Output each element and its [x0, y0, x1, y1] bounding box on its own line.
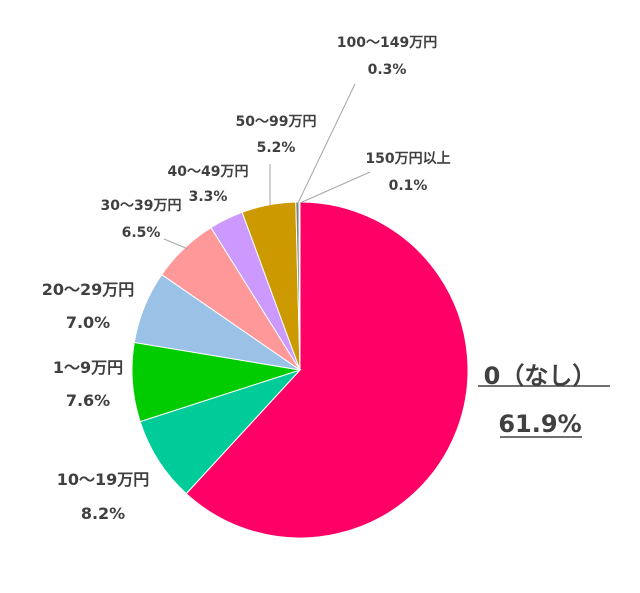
- slice-5-category-label: 40〜49万円: [168, 164, 249, 180]
- slice-5-value-label: 3.3%: [189, 189, 228, 205]
- slice-3-category-label: 20〜29万円: [42, 280, 135, 299]
- slice-8-category-label: 150万円以上: [365, 151, 450, 167]
- slice-6-value-label: 5.2%: [257, 140, 296, 156]
- slice-0-value-label: 61.9%: [498, 410, 581, 438]
- slice-labels: 0（なし）61.9%10〜19万円8.2%1〜9万円7.6%20〜29万円7.0…: [42, 35, 610, 523]
- slice-4-category-label: 30〜39万円: [101, 198, 182, 214]
- slice-8-value-label: 0.1%: [389, 178, 428, 194]
- slice-7-value-label: 0.3%: [368, 62, 407, 78]
- slice-3-value-label: 7.0%: [66, 313, 110, 332]
- slice-7-category-label: 100〜149万円: [337, 35, 437, 51]
- slice-1-value-label: 8.2%: [81, 504, 125, 523]
- slice-7-leader-line: [297, 83, 356, 204]
- slice-2-value-label: 7.6%: [66, 391, 110, 410]
- slice-4-value-label: 6.5%: [122, 225, 161, 241]
- leader-lines: [163, 83, 371, 250]
- slice-2-category-label: 1〜9万円: [53, 358, 123, 377]
- slice-1-wedge: [139, 368, 302, 495]
- slice-6-category-label: 50〜99万円: [236, 114, 317, 130]
- slice-4-leader-line: [163, 238, 189, 250]
- slice-8-leader-line: [299, 171, 371, 204]
- slice-0-wedge: [185, 201, 469, 539]
- pie-slices: [131, 201, 469, 539]
- slice-1-category-label: 10〜19万円: [57, 470, 150, 489]
